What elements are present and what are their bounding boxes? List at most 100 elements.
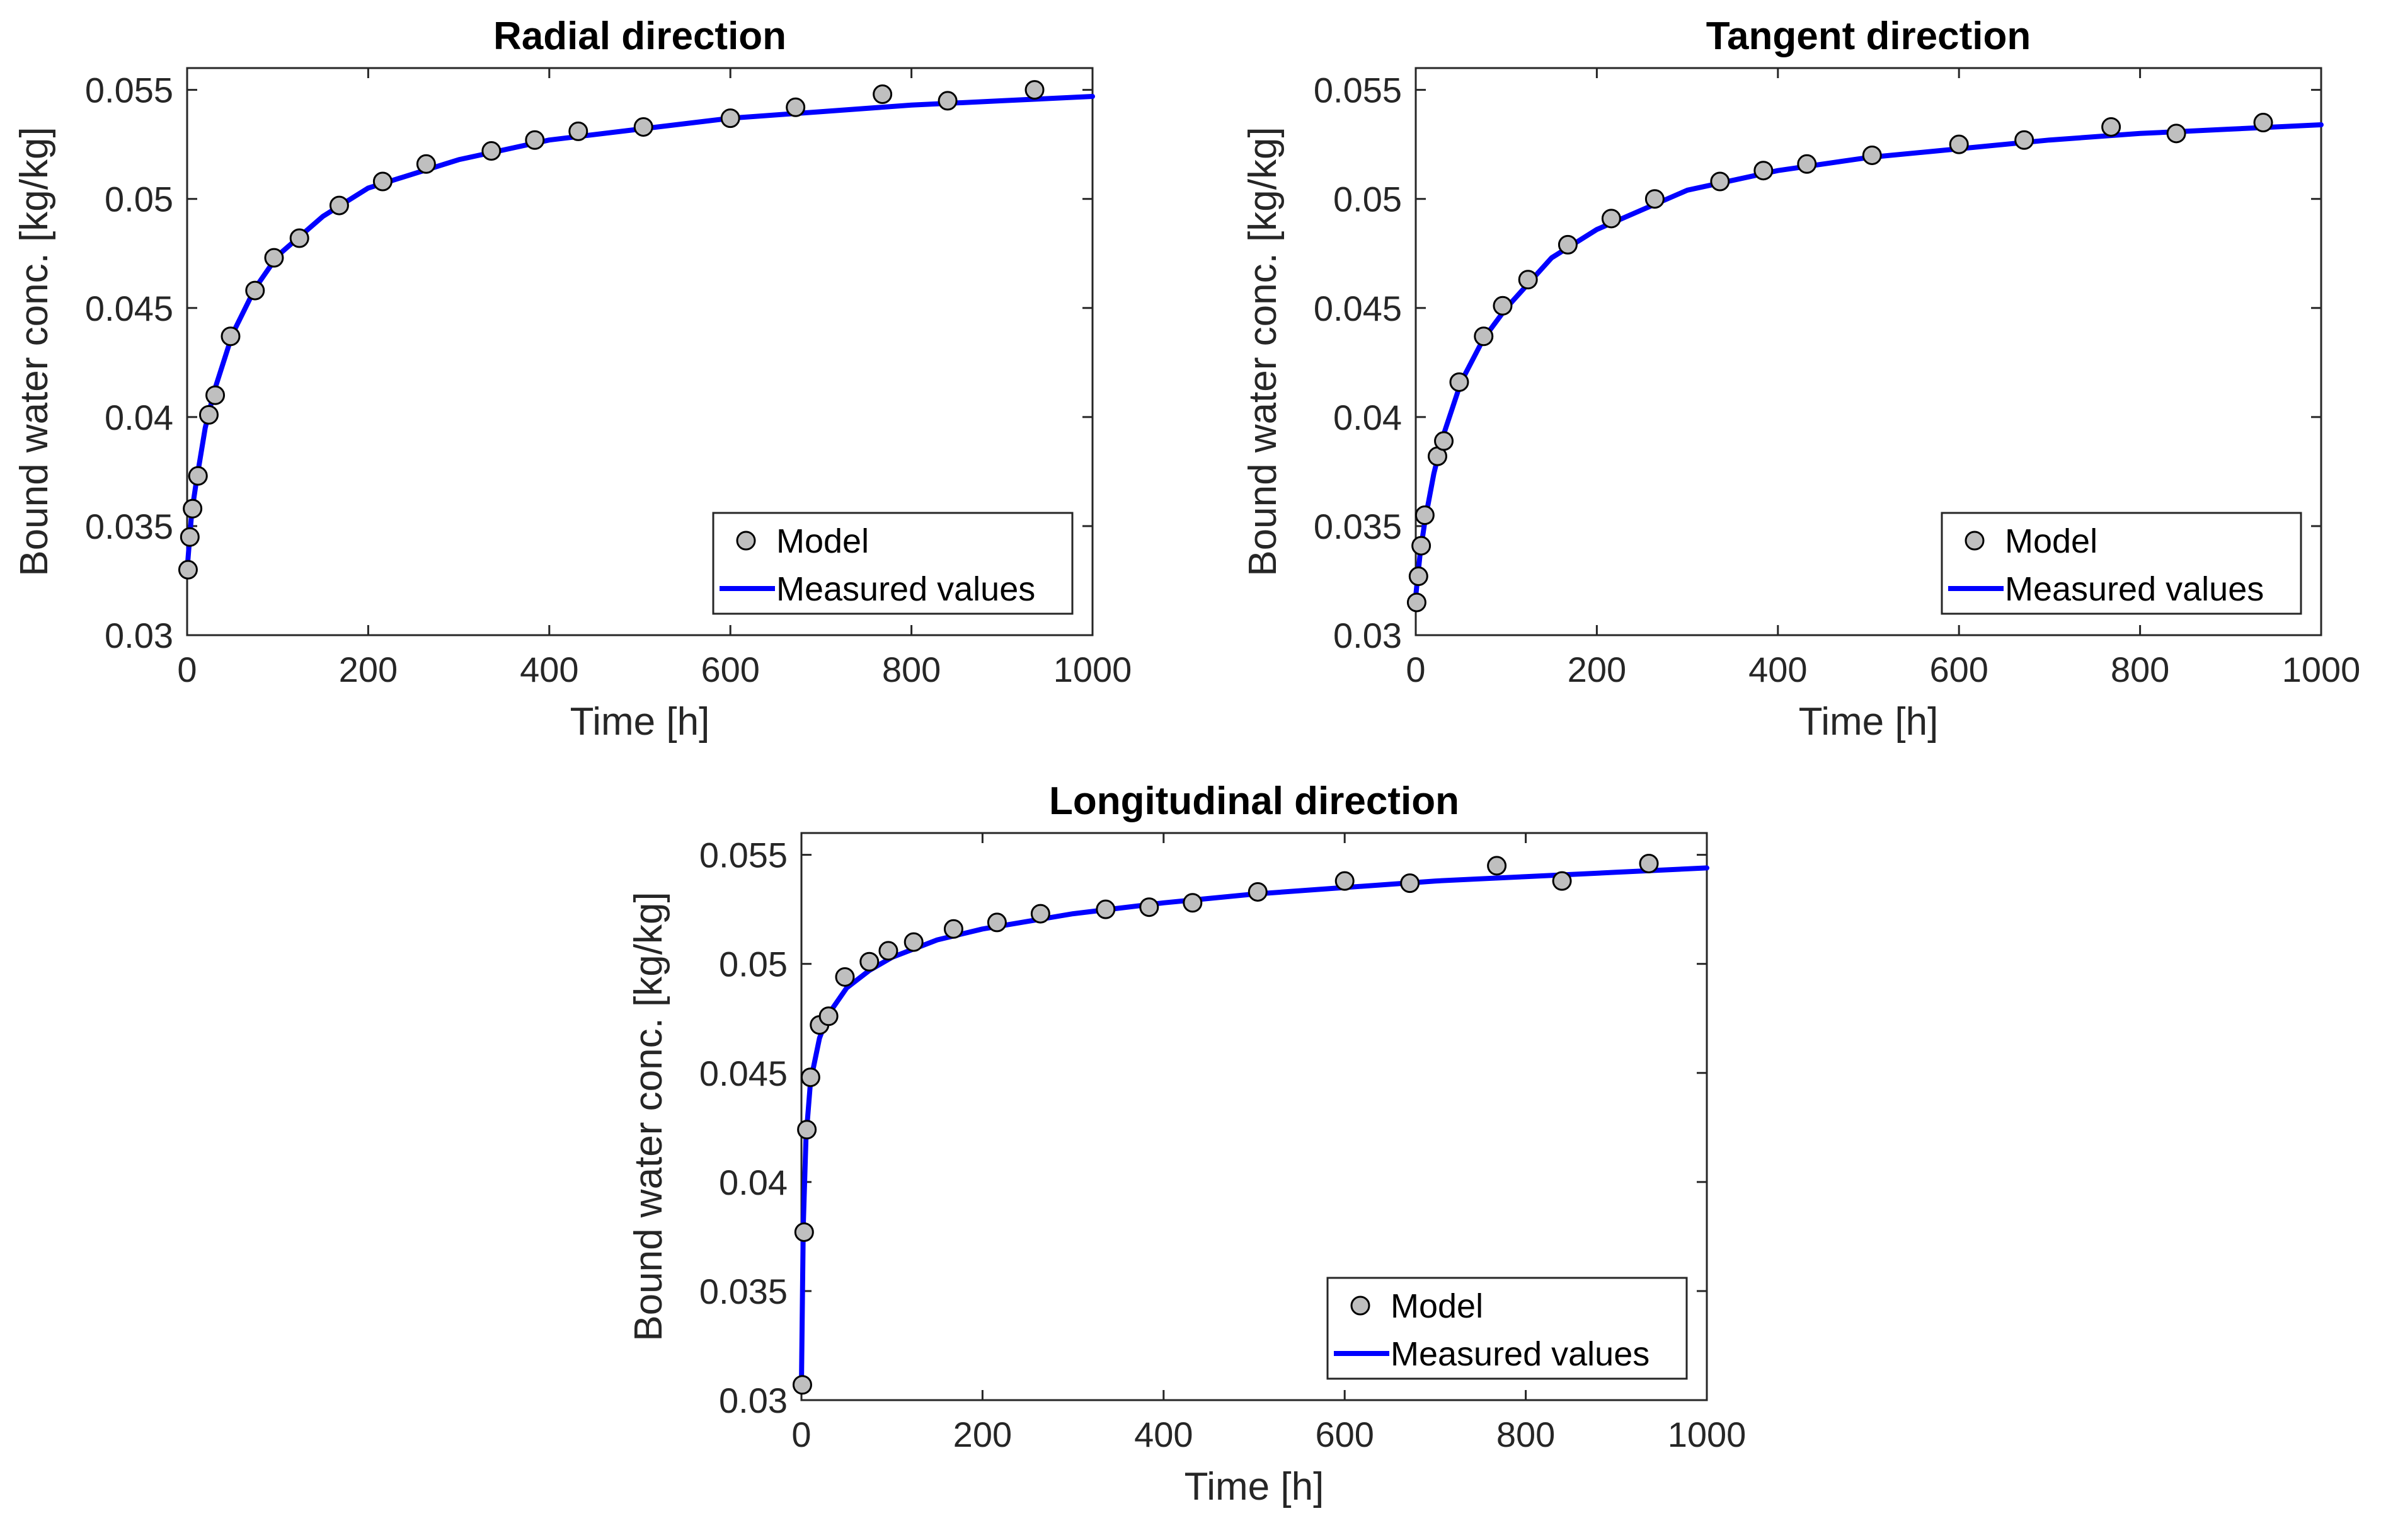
data-point-model	[183, 498, 203, 519]
y-tick-label: 0.04	[1333, 398, 1402, 437]
chart-title: Longitudinal direction	[1049, 779, 1459, 823]
y-tick-label: 0.035	[1314, 507, 1402, 546]
data-point-model	[372, 171, 393, 192]
data-point-model	[2253, 113, 2273, 133]
data-point-model	[1139, 897, 1159, 917]
chart-title: Radial direction	[493, 14, 786, 58]
legend-label-measured-values: Measured values	[2005, 570, 2264, 608]
data-point-model	[1183, 893, 1203, 913]
y-tick-label: 0.04	[105, 398, 173, 437]
data-point-model	[221, 326, 241, 347]
data-point-model	[568, 121, 588, 141]
legend-label-model: Model	[2005, 522, 2097, 560]
data-point-model	[1449, 372, 1469, 392]
data-point-model	[245, 280, 265, 301]
data-point-model	[2166, 124, 2186, 144]
data-point-model	[786, 97, 806, 117]
data-point-model	[1487, 856, 1507, 876]
data-point-model	[943, 919, 963, 939]
legend-marker-model	[736, 531, 756, 551]
data-point-model	[264, 248, 284, 268]
data-point-model	[329, 195, 349, 215]
x-tick-label: 600	[701, 650, 759, 689]
x-tick-label: 0	[791, 1415, 811, 1454]
x-axis-label: Time [h]	[570, 700, 710, 744]
data-point-model	[1753, 161, 1774, 181]
data-point-model	[1400, 873, 1420, 894]
data-point-model	[205, 385, 226, 405]
legend-box	[1326, 1277, 1688, 1380]
y-tick-label: 0.055	[85, 71, 173, 110]
legend-label-measured-values: Measured values	[1391, 1335, 1649, 1373]
y-tick-label: 0.055	[1314, 71, 1402, 110]
x-tick-label: 200	[953, 1415, 1012, 1454]
x-tick-label: 600	[1929, 650, 1988, 689]
data-point-model	[1639, 853, 1659, 873]
x-tick-label: 600	[1315, 1415, 1374, 1454]
legend-label-measured-values: Measured values	[776, 570, 1035, 608]
data-point-model	[720, 108, 740, 129]
x-tick-label: 800	[2111, 650, 2169, 689]
data-point-model	[938, 91, 958, 111]
x-tick-label: 0	[177, 650, 197, 689]
y-tick-label: 0.045	[1314, 289, 1402, 328]
data-point-model	[289, 228, 309, 248]
data-point-model	[873, 84, 893, 105]
data-point-model	[1797, 154, 1817, 174]
data-point-model	[633, 117, 653, 137]
data-point-model	[1248, 882, 1268, 902]
legend-label-model: Model	[776, 522, 869, 560]
data-point-model	[1414, 505, 1435, 526]
data-point-model	[198, 405, 219, 425]
y-tick-label: 0.05	[105, 180, 173, 219]
x-tick-label: 1000	[2282, 650, 2361, 689]
data-point-model	[481, 141, 502, 161]
y-tick-label: 0.035	[699, 1272, 788, 1311]
x-tick-label: 400	[1748, 650, 1807, 689]
x-tick-label: 400	[1134, 1415, 1193, 1454]
chart-title: Tangent direction	[1706, 14, 2031, 58]
x-axis-label: Time [h]	[1185, 1465, 1324, 1508]
y-tick-label: 0.03	[1333, 616, 1402, 655]
x-tick-label: 400	[520, 650, 578, 689]
x-tick-label: 200	[1568, 650, 1626, 689]
data-point-model	[878, 941, 898, 961]
y-tick-label: 0.045	[85, 289, 173, 328]
legend-marker-model	[1965, 531, 1985, 551]
data-point-model	[1558, 234, 1578, 255]
panel-radial: 0 200 400 600 800 1000 0.03 0.035 0.04 0.045 0.05 0…	[13, 14, 1132, 744]
y-tick-label: 0.055	[699, 836, 788, 875]
legend-marker-model	[1350, 1296, 1370, 1316]
legend-label-model: Model	[1391, 1287, 1483, 1325]
data-point-model	[1474, 326, 1494, 347]
data-point-model	[800, 1067, 820, 1088]
data-point-model	[797, 1120, 817, 1140]
y-tick-label: 0.035	[85, 507, 173, 546]
x-tick-label: 200	[339, 650, 398, 689]
data-point-model	[1408, 566, 1428, 587]
data-point-model	[188, 466, 208, 486]
x-tick-label: 800	[882, 650, 941, 689]
y-tick-label: 0.05	[1333, 180, 1402, 219]
y-tick-label: 0.05	[719, 945, 788, 984]
data-point-model	[818, 1006, 839, 1026]
data-point-model	[2014, 130, 2034, 150]
y-axis-label: Bound water conc. [kg/kg]	[1241, 127, 1285, 576]
legend-box	[1941, 512, 2302, 615]
data-point-model	[987, 912, 1007, 933]
data-point-model	[1334, 871, 1355, 891]
data-point-model	[1552, 871, 1572, 891]
data-point-model	[1493, 296, 1513, 316]
panel-tangent: 0 200 400 600 800 1000 0.03 0.035 0.04 0.045 0.05 0…	[1241, 14, 2360, 744]
data-point-model	[1518, 270, 1538, 290]
x-tick-label: 1000	[1668, 1415, 1747, 1454]
data-point-model	[1024, 80, 1045, 100]
legend-box	[712, 512, 1074, 615]
data-point-model	[792, 1375, 812, 1395]
panel-longitudinal: 0 200 400 600 800 1000 0.03 0.035 0.04 0.045 0.05 0…	[627, 779, 1746, 1508]
data-point-model	[1644, 189, 1665, 209]
data-point-model	[1862, 145, 1882, 165]
data-point-model	[1434, 431, 1454, 451]
data-point-model	[178, 560, 198, 580]
